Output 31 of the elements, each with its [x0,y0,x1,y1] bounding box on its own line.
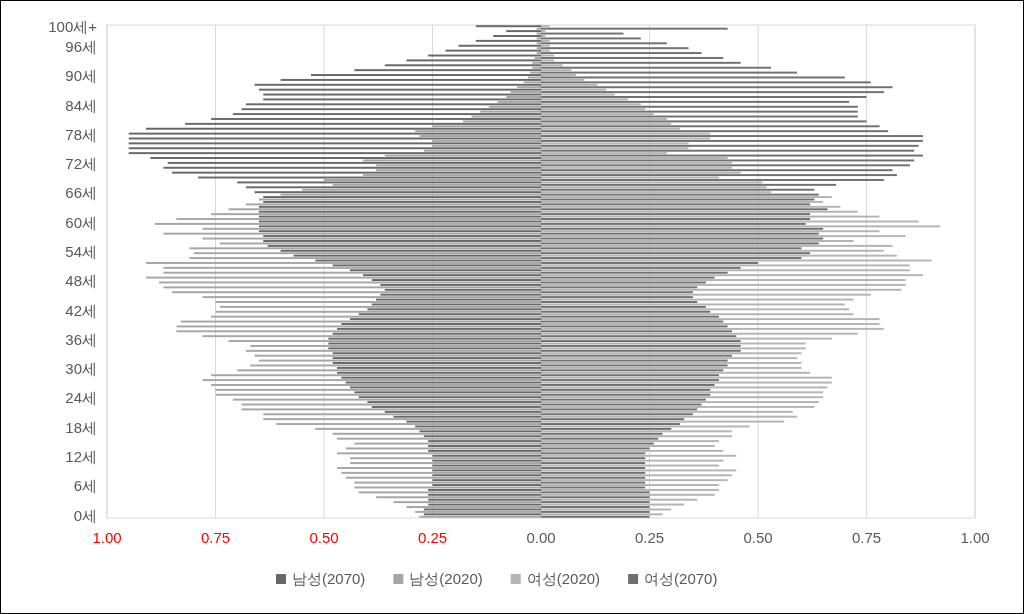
x-tick-label: 0.50 [309,529,339,546]
x-tick-label: 1.00 [960,529,990,546]
x-tick-label: 0.25 [417,529,448,546]
x-tick-label: 1.00 [92,529,122,546]
y-tick-label: 54세 [65,242,97,260]
y-tick-label: 42세 [65,301,97,319]
y-tick-label: 90세 [65,67,97,85]
y-tick-label: 36세 [65,330,97,348]
x-tick-label: 0.25 [634,529,665,546]
x-tick-label: 0.00 [526,529,556,546]
x-tick-label: 0.75 [200,529,231,546]
y-tick-label: 6세 [73,477,97,495]
y-tick-label: 48세 [65,272,97,290]
x-tick-label: 0.50 [743,529,773,546]
y-tick-label: 96세 [65,37,97,55]
legend-label: 남성(2020) [409,570,483,587]
y-tick-label: 100세+ [48,18,98,36]
y-tick-label: 12세 [65,447,97,465]
y-tick-label: 24세 [65,389,97,407]
legend-label: 여성(2070) [644,570,718,587]
legend-label: 남성(2070) [292,570,366,587]
y-tick-label: 18세 [65,418,97,436]
y-tick-label: 60세 [65,213,97,231]
y-tick-label: 72세 [65,155,97,173]
y-tick-label: 84세 [65,96,97,114]
y-tick-label: 66세 [65,184,97,202]
y-tick-label: 0세 [73,506,97,524]
legend-label: 여성(2020) [526,570,601,587]
x-tick-label: 0.75 [851,529,882,546]
y-tick-label: 30세 [65,360,97,378]
y-tick-label: 78세 [65,125,97,143]
